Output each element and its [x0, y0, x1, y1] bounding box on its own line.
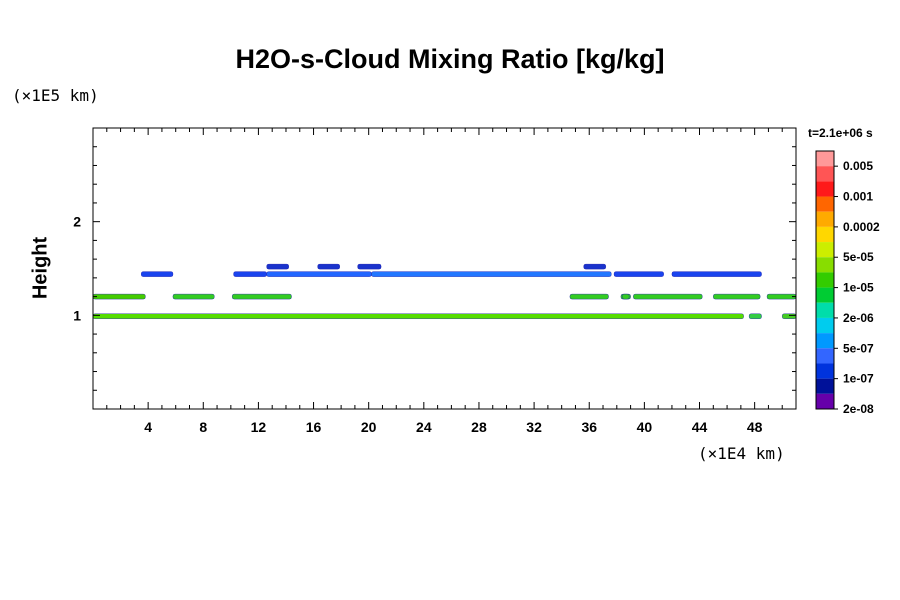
- colorbar-label: 0.0002: [843, 220, 880, 234]
- cloud-segment: [633, 293, 703, 300]
- x-tick-label: 12: [251, 419, 267, 435]
- cloud-segment: [748, 313, 762, 319]
- colorbar: 0.005 0.001 0.0002 5e-05 1e-05 2e-06 5e-07 1e-0…: [815, 150, 880, 416]
- colorbar-frame: [815, 150, 835, 410]
- colorbar-swatch: [816, 317, 834, 334]
- cloud-segment: [92, 293, 146, 300]
- plot-frame: [92, 127, 797, 410]
- cloud-segment: [583, 263, 606, 270]
- x-tick-label: 24: [416, 419, 432, 435]
- colorbar-swatch: [816, 393, 834, 409]
- cloud-segment: [766, 293, 797, 300]
- x-tick-label: 36: [581, 419, 597, 435]
- cloud-segment: [317, 263, 340, 270]
- colorbar-label: 5e-05: [843, 250, 874, 264]
- cloud-segment: [622, 293, 630, 300]
- colorbar-label: 5e-07: [843, 341, 874, 355]
- x-tick-label: 16: [306, 419, 322, 435]
- x-tick-label: 32: [526, 419, 542, 435]
- cloud-segment: [613, 271, 664, 277]
- colorbar-swatch: [816, 272, 834, 288]
- y-axis-unit: (×1E5 km): [12, 86, 99, 105]
- cloud-segment: [357, 263, 382, 270]
- cloud-segment: [713, 293, 761, 300]
- x-tick-label: 28: [471, 419, 487, 435]
- colorbar-label: 0.001: [843, 190, 873, 204]
- colorbar-swatch: [816, 363, 834, 379]
- data-layers: [92, 263, 797, 319]
- colorbar-swatch: [816, 211, 834, 227]
- cloud-segment: [266, 263, 289, 270]
- colorbar-swatch: [816, 378, 834, 394]
- colorbar-swatch: [816, 242, 834, 258]
- colorbar-swatch: [816, 257, 834, 273]
- colorbar-label: 1e-05: [843, 281, 874, 295]
- chart-title: H2O-s-Cloud Mixing Ratio [kg/kg]: [235, 44, 665, 74]
- colorbar-swatch: [816, 226, 834, 243]
- colorbar-swatch: [816, 302, 834, 318]
- x-tick-label: 48: [747, 419, 763, 435]
- colorbar-label: 1e-07: [843, 372, 874, 386]
- x-tick-label: 40: [637, 419, 653, 435]
- x-tick-label: 44: [692, 419, 708, 435]
- cloud-segment: [92, 313, 744, 319]
- cloud-segment: [782, 313, 797, 319]
- cloud-segment: [172, 293, 215, 300]
- colorbar-swatch: [816, 333, 834, 349]
- y-tick-label: 2: [73, 214, 81, 230]
- colorbar-label: 2e-08: [843, 402, 874, 416]
- cloud-segment: [141, 271, 174, 277]
- cloud-segment: [266, 271, 372, 277]
- colorbar-label: 2e-06: [843, 311, 874, 325]
- colorbar-swatch: [816, 348, 834, 364]
- x-tick-label: 4: [144, 419, 152, 435]
- colorbar-swatch: [816, 287, 834, 303]
- colorbar-label: 0.005: [843, 159, 873, 173]
- colorbar-swatch: [816, 151, 834, 167]
- x-tick-label: 8: [199, 419, 207, 435]
- time-label: t=2.1e+06 s: [808, 126, 873, 140]
- cloud-segment: [232, 293, 292, 300]
- cloud-segment: [569, 293, 609, 300]
- colorbar-swatch: [816, 166, 834, 182]
- colorbar-swatch: [816, 196, 834, 212]
- cloud-segment: [233, 271, 267, 277]
- cloud-segment: [671, 271, 762, 277]
- cloud-segment: [371, 271, 612, 277]
- x-tick-label: 20: [361, 419, 377, 435]
- colorbar-swatch: [816, 181, 834, 197]
- y-tick-label: 1: [73, 307, 81, 323]
- x-axis-unit: (×1E4 km): [698, 444, 785, 463]
